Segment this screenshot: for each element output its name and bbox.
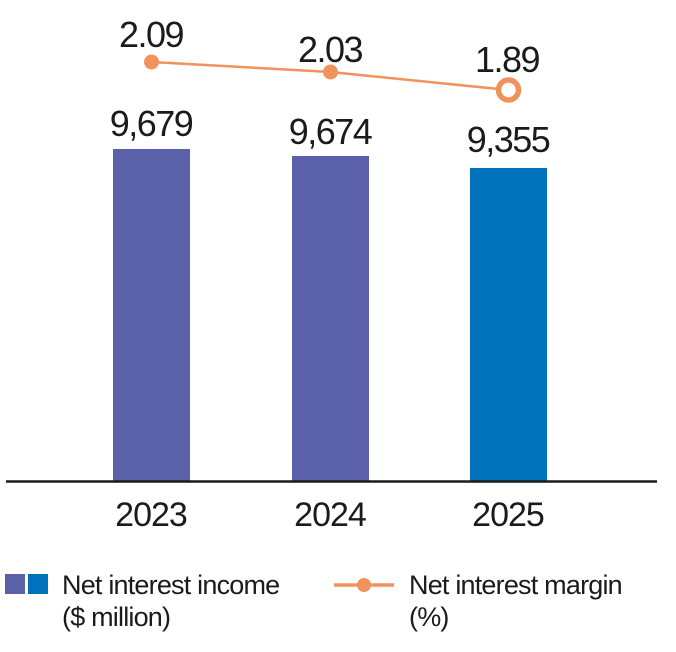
combo-chart: 9,679 9,674 9,355 2.09 2.03 1.89 2023 20… — [6, 14, 657, 534]
bar-2024 — [292, 156, 369, 481]
bar-2025 — [470, 168, 547, 481]
legend-item-net-interest-margin: Net interest margin (%) — [333, 569, 623, 633]
legend-label-line2: ($ million) — [62, 602, 171, 632]
margin-value-label-2024: 2.03 — [298, 29, 363, 70]
bar-2023 — [113, 149, 190, 481]
legend-swatch-purple-icon — [5, 574, 25, 594]
legend-label-net-interest-income: Net interest income ($ million) — [62, 569, 280, 633]
x-axis-label-2025: 2025 — [472, 496, 544, 534]
bar-value-label-2023: 9,679 — [110, 103, 193, 144]
margin-value-label-2025: 1.89 — [475, 39, 540, 80]
bar-value-label-2024: 9,674 — [289, 111, 372, 152]
line-marker-2025-open-circle — [495, 77, 522, 103]
line-marker-2023 — [144, 54, 159, 70]
legend-line-dot-icon — [334, 578, 394, 592]
legend-dot-icon — [357, 578, 371, 592]
legend-label-line2: (%) — [409, 602, 449, 632]
legend-swatches — [5, 574, 48, 594]
legend-label-net-interest-margin: Net interest margin (%) — [409, 569, 623, 633]
line-marker-2024 — [323, 64, 338, 80]
x-axis-label-2024: 2024 — [294, 496, 366, 534]
legend: Net interest income ($ million) Net inte… — [0, 569, 676, 645]
x-axis-label-2023: 2023 — [115, 496, 187, 534]
legend-item-net-interest-income: Net interest income ($ million) — [5, 569, 280, 633]
margin-value-label-2023: 2.09 — [119, 14, 184, 55]
legend-label-line1: Net interest income — [62, 570, 280, 600]
legend-label-line1: Net interest margin — [409, 570, 623, 600]
legend-swatch-blue-icon — [28, 574, 48, 594]
bar-value-label-2025: 9,355 — [467, 119, 550, 160]
